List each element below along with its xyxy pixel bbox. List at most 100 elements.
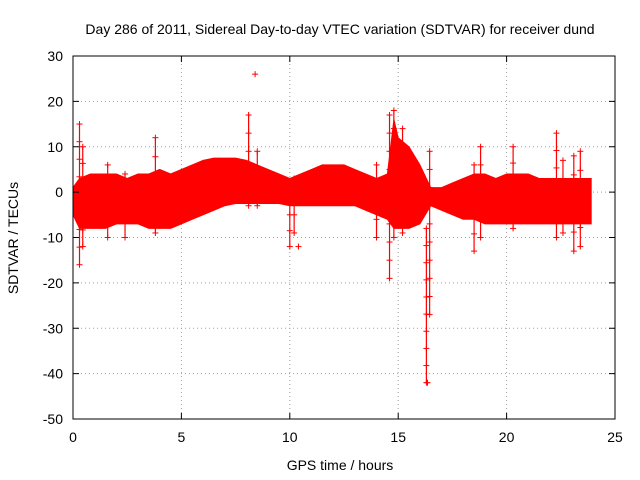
data-point <box>426 220 433 227</box>
data-point <box>76 121 83 128</box>
y-tick-label: -10 <box>43 230 63 246</box>
data-point <box>286 180 293 187</box>
data-point <box>471 230 478 237</box>
data-point <box>471 161 478 168</box>
data-point <box>76 191 83 198</box>
data-point <box>152 172 159 179</box>
data-point <box>423 276 430 283</box>
data-point <box>399 212 406 219</box>
y-tick-label: 30 <box>47 48 63 64</box>
data-point <box>426 148 433 155</box>
data-point <box>373 161 380 168</box>
data-point <box>426 184 433 191</box>
outlier-point <box>252 71 259 78</box>
data-point <box>390 107 397 114</box>
data-point <box>423 311 430 318</box>
data-point <box>553 147 560 154</box>
data-point <box>423 362 430 369</box>
data-point <box>291 175 298 182</box>
data-point <box>386 111 393 118</box>
x-tick-label: 0 <box>69 429 77 445</box>
data-point <box>510 209 517 216</box>
data-point <box>477 161 484 168</box>
data-point <box>104 198 111 205</box>
data-point <box>510 225 517 232</box>
data-point <box>390 161 397 168</box>
data-layer <box>72 71 592 386</box>
data-point <box>471 248 478 255</box>
data-point <box>373 216 380 223</box>
data-point <box>286 243 293 250</box>
data-point <box>577 205 584 212</box>
data-point <box>477 198 484 205</box>
data-point <box>386 130 393 137</box>
data-point <box>79 177 86 184</box>
data-point <box>390 234 397 241</box>
data-point <box>577 167 584 174</box>
data-point <box>104 180 111 187</box>
data-point <box>426 202 433 209</box>
data-point <box>373 180 380 187</box>
y-tick-label: -20 <box>43 275 63 291</box>
data-point <box>291 229 298 236</box>
data-point <box>254 148 261 155</box>
data-point <box>254 202 261 209</box>
data-point <box>570 152 577 159</box>
data-point <box>386 184 393 191</box>
data-point <box>426 311 433 318</box>
data-point <box>122 202 129 209</box>
data-point <box>577 186 584 193</box>
data-point <box>386 239 393 246</box>
data-point <box>423 259 430 266</box>
data-point <box>76 208 83 215</box>
data-point <box>426 293 433 300</box>
data-point <box>423 242 430 249</box>
data-point <box>76 261 83 268</box>
data-point <box>553 234 560 241</box>
data-point <box>577 224 584 231</box>
data-point <box>399 195 406 202</box>
data-point <box>471 179 478 186</box>
data-point <box>553 164 560 171</box>
data-point <box>79 243 86 250</box>
data-point <box>386 202 393 209</box>
data-point <box>570 171 577 178</box>
data-point <box>559 193 566 200</box>
data-point <box>245 202 252 209</box>
data-point <box>426 275 433 282</box>
chart-title: Day 286 of 2011, Sidereal Day-to-day VTE… <box>85 21 594 37</box>
data-point <box>152 134 159 141</box>
data-point <box>423 293 430 300</box>
y-axis-label: SDTVAR / TECUs <box>5 182 21 294</box>
x-tick-label: 5 <box>178 429 186 445</box>
x-tick-label: 25 <box>607 429 623 445</box>
data-point <box>245 184 252 191</box>
grid <box>73 56 615 419</box>
data-point <box>254 166 261 173</box>
data-point <box>122 170 129 177</box>
data-point <box>477 216 484 223</box>
outlier-point <box>424 379 431 386</box>
data-point <box>390 180 397 187</box>
data-point <box>570 209 577 216</box>
data-point <box>122 218 129 225</box>
data-point <box>477 180 484 187</box>
data-point <box>373 198 380 205</box>
data-point <box>152 153 159 160</box>
tick-labels: 0 5 10 15 20 25 -50 -40 -30 -20 -10 0 10 20 30 <box>43 48 623 445</box>
data-point <box>152 191 159 198</box>
data-point <box>390 125 397 132</box>
x-tick-label: 20 <box>499 429 515 445</box>
data-point <box>423 225 430 232</box>
data-point <box>104 216 111 223</box>
data-point <box>510 176 517 183</box>
data-point <box>286 195 293 202</box>
data-point <box>122 186 129 193</box>
data-point <box>386 275 393 282</box>
data-band <box>72 119 592 229</box>
data-point <box>553 199 560 206</box>
y-tick-label: -40 <box>43 366 63 382</box>
data-point <box>553 130 560 137</box>
data-point <box>390 143 397 150</box>
data-point <box>570 248 577 255</box>
